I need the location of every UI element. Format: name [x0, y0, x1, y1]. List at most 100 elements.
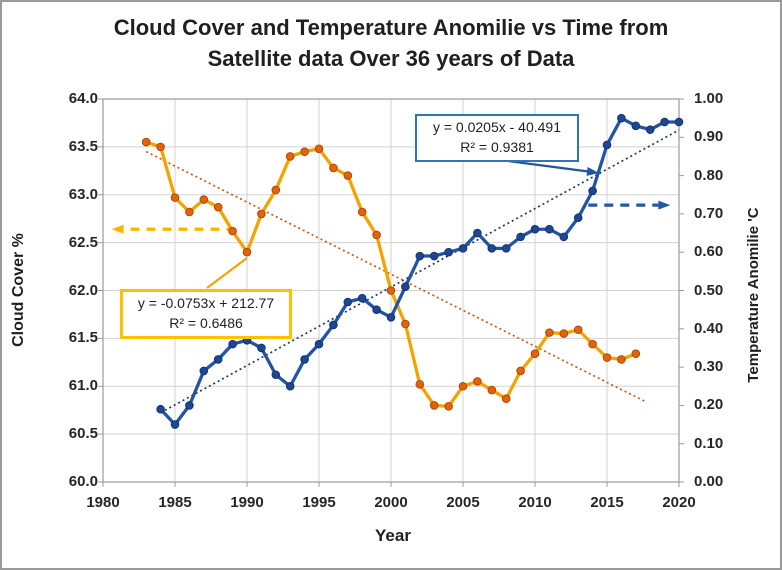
cloud_cover_percent-point — [415, 380, 425, 389]
cloud_cover_percent-point — [458, 381, 468, 391]
temperature_anomaly_c-point — [617, 113, 626, 123]
temperature_anomaly_c-point — [199, 366, 209, 376]
cloud_cover_percent-point — [588, 339, 597, 349]
x-axis-tick-label: 2020 — [662, 494, 696, 511]
temperature-trend-equation: y = 0.0205x - 40.491 — [432, 119, 562, 135]
temperature_anomaly_c-point — [545, 224, 554, 234]
temperature_anomaly_c-point — [185, 401, 194, 410]
cloud_cover_percent-point — [487, 385, 497, 395]
chart-title-line1: Cloud Cover and Temperature Anomilie vs … — [113, 15, 669, 40]
temperature_anomaly_c-point — [516, 232, 525, 242]
x-axis-tick-label: 1980 — [86, 494, 120, 511]
temperature_anomaly_c-point — [444, 247, 453, 257]
cloud_cover_percent-point — [185, 207, 194, 217]
cloud_cover_percent-point — [257, 209, 266, 219]
cloud_cover_percent-point — [343, 171, 353, 180]
right-axis-tick-label: 0.40 — [694, 319, 724, 337]
x-axis-tick-label: 1995 — [302, 494, 336, 511]
temperature-trend-r2: R² = 0.9381 — [460, 138, 534, 155]
temperature_anomaly_c-point — [329, 320, 338, 330]
x-axis-tick-label: 1990 — [230, 494, 264, 511]
cloud-eq-leader-line — [206, 257, 248, 289]
cloud_cover_percent-point — [156, 142, 165, 152]
temperature_anomaly_c-point — [429, 251, 439, 261]
right-axis-tick-label: 0.90 — [694, 128, 724, 146]
right-axis-tick-label: 0.30 — [694, 358, 724, 376]
temperature_anomaly_c-point — [213, 355, 223, 364]
temperature_anomaly_c-point — [271, 370, 281, 380]
right-axis-pointer-arrow-head — [658, 200, 671, 210]
left-axis-tick-label: 60.0 — [68, 473, 98, 490]
temperature_anomaly_c-point — [228, 339, 237, 349]
cloud_cover_percent-point — [242, 247, 252, 257]
left-axis-tick-label: 60.5 — [68, 425, 98, 443]
cloud_cover_percent-point — [228, 226, 237, 236]
right-axis-tick-label: 0.10 — [694, 434, 724, 452]
cloud_cover_percent-point — [285, 152, 295, 161]
cloud-cover-trend-equation: y = -0.0753x + 212.77 — [137, 295, 275, 311]
temperature_anomaly_c-point — [257, 343, 266, 353]
cloud-cover-trend-equation-box: y = -0.0753x + 212.77 R² = 0.6486 — [120, 289, 292, 339]
temperature_anomaly_c-point — [602, 140, 612, 150]
temperature_anomaly_c-point — [156, 404, 165, 414]
right-axis-tick-label: 0.60 — [694, 243, 724, 261]
cloud_cover_percent-point — [141, 137, 151, 147]
right-axis-tick-label: 0.80 — [694, 166, 724, 184]
cloud_cover_percent-point — [401, 319, 410, 329]
temperature_anomaly_c-point — [559, 232, 569, 242]
temperature-trend-equation-box: y = 0.0205x - 40.491 R² = 0.9381 — [415, 114, 579, 162]
cloud_cover_percent-point — [199, 195, 209, 204]
cloud_cover_percent-point — [329, 163, 338, 173]
right-axis-tick-label: 0.70 — [694, 204, 724, 222]
cloud_cover_percent-point — [617, 355, 626, 364]
temperature_anomaly_c-point — [372, 305, 381, 314]
temperature_anomaly_c-point — [674, 117, 684, 127]
x-axis-tick-label: 2015 — [590, 494, 624, 511]
temperature_anomaly_c-point — [357, 293, 367, 303]
temperature_anomaly_c-point — [487, 244, 497, 253]
temperature_anomaly_c-point — [501, 244, 511, 253]
cloud-cover-trend-r2: R² = 0.6486 — [169, 314, 243, 331]
temp-eq-leader-arrowhead — [586, 166, 599, 176]
cloud_cover_percent-point — [429, 401, 439, 410]
temperature_anomaly_c-point — [314, 339, 324, 349]
temp-eq-leader-line — [507, 159, 593, 174]
temperature_anomaly_c-point — [458, 244, 468, 253]
right-axis-tick-label: 1.00 — [694, 90, 724, 107]
cloud_cover_percent-point — [357, 207, 367, 217]
left-axis-tick-label: 63.5 — [68, 137, 98, 155]
temperature_anomaly_c-point — [386, 313, 396, 322]
cloud_cover_percent-point — [631, 349, 641, 358]
temperature_anomaly_c-point — [573, 213, 583, 223]
cloud_cover_percent-point — [372, 230, 381, 240]
right-axis-tick-label: 0.50 — [694, 281, 724, 299]
left-axis-tick-label: 62.0 — [68, 281, 98, 299]
left-axis-tick-label: 61.5 — [68, 329, 98, 347]
temperature_anomaly_c-point — [645, 125, 655, 134]
x-axis-tick-label: 2000 — [374, 494, 408, 511]
temperature_anomaly_c-point — [285, 381, 295, 391]
left-axis-tick-label: 62.5 — [68, 233, 98, 251]
temperature_anomaly_c-point — [300, 355, 309, 364]
cloud_cover_percent-point — [444, 402, 453, 411]
temperature_anomaly_c-point — [401, 282, 410, 291]
temperature_anomaly_c-point — [415, 251, 425, 261]
plot-border — [102, 98, 680, 483]
temperature_anomaly_c-point — [631, 121, 641, 131]
cloud_cover_percent-point — [559, 329, 569, 338]
left-axis-tick-label: 63.0 — [68, 185, 98, 203]
x-axis-title: Year — [375, 526, 411, 545]
cloud_cover_percent-point — [386, 286, 396, 295]
temperature_anomaly_c-point — [473, 228, 482, 238]
cloud_cover_percent-point — [573, 325, 583, 335]
cloud_cover_percent-point — [473, 377, 482, 386]
left-axis-pointer-arrow-head — [111, 224, 124, 234]
temperature_trend-dotted-line — [160, 129, 680, 414]
cloud_cover_percent-point — [213, 202, 223, 212]
temperature_anomaly_c-point — [588, 186, 597, 196]
cloud_cover_percent-point — [271, 185, 281, 195]
left-axis-title: Cloud Cover % — [10, 233, 27, 347]
left-axis-tick-label: 64.0 — [68, 90, 98, 107]
